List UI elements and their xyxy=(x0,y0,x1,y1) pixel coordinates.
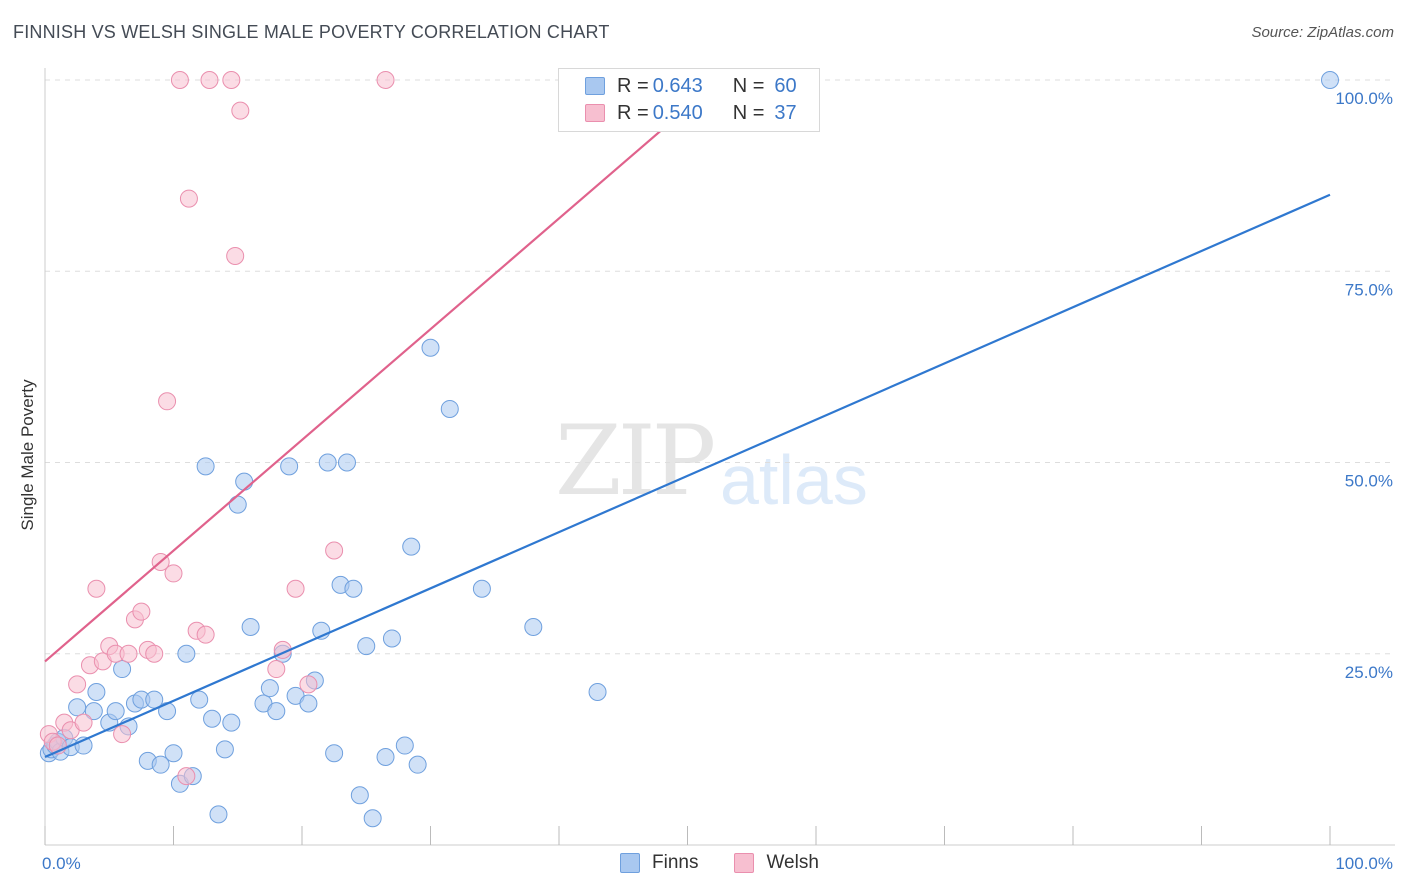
welsh-point xyxy=(158,392,177,411)
finns-point xyxy=(440,399,459,418)
finns-point xyxy=(196,457,215,476)
series-legend: Finns Welsh xyxy=(620,852,855,874)
welsh-point xyxy=(222,71,241,89)
x-tick-label-right: 100.0% xyxy=(1335,854,1393,873)
finns-point xyxy=(357,637,376,656)
finns-point xyxy=(376,748,395,767)
finns-point xyxy=(472,579,491,598)
welsh-point xyxy=(113,725,132,744)
finns-point xyxy=(363,809,382,828)
finns-point xyxy=(177,644,196,663)
welsh-point xyxy=(196,625,215,644)
finns-r-value: 0.643 xyxy=(652,74,703,97)
welsh-point xyxy=(179,189,198,208)
finns-point xyxy=(215,740,234,759)
chart-title: FINNISH VS WELSH SINGLE MALE POVERTY COR… xyxy=(13,22,610,42)
legend-item-finns: Finns xyxy=(620,852,698,874)
legend-row-welsh: R = 0.540 N = 37 xyxy=(585,100,797,126)
welsh-point xyxy=(325,541,344,560)
finns-point xyxy=(151,755,170,774)
finns-n-value: 60 xyxy=(774,74,797,97)
x-tick-label-left: 0.0% xyxy=(42,854,81,873)
welsh-point xyxy=(231,101,250,120)
finns-point xyxy=(588,683,607,701)
finns-point xyxy=(299,694,318,713)
finns-point xyxy=(318,453,337,472)
welsh-point xyxy=(299,675,318,694)
welsh-swatch xyxy=(585,104,605,122)
finns-point xyxy=(260,679,279,698)
finns-point xyxy=(344,579,363,598)
welsh-point xyxy=(177,767,196,786)
y-tick-label: 75.0% xyxy=(1345,280,1393,299)
finns-legend-label: Finns xyxy=(652,852,699,873)
welsh-trend-line xyxy=(44,79,721,663)
legend-row-finns: R = 0.643 N = 60 xyxy=(585,73,797,99)
r-label: R = xyxy=(617,74,649,97)
finns-point xyxy=(164,744,183,763)
finns-point xyxy=(395,736,414,755)
welsh-point xyxy=(74,713,93,732)
finns-point xyxy=(113,660,132,679)
finns-point xyxy=(84,702,103,721)
welsh-point xyxy=(226,246,245,265)
finns-point xyxy=(209,805,228,824)
welsh-point xyxy=(119,644,138,663)
finns-point xyxy=(241,617,260,636)
r-label: R = xyxy=(617,101,649,124)
finns-point xyxy=(222,713,241,732)
watermark-atlas: atlas xyxy=(720,441,868,519)
finns-point xyxy=(325,744,344,763)
welsh-legend-swatch xyxy=(734,853,755,873)
finns-point xyxy=(402,537,421,556)
n-label: N = xyxy=(732,101,765,124)
welsh-point xyxy=(68,675,87,694)
finns-swatch xyxy=(585,77,605,95)
finns-point xyxy=(382,629,401,648)
finns-point xyxy=(106,702,125,721)
y-tick-label: 25.0% xyxy=(1345,663,1393,682)
y-tick-label: 100.0% xyxy=(1335,89,1393,108)
finns-point xyxy=(1321,71,1339,89)
finns-point xyxy=(337,453,356,472)
finns-point xyxy=(350,786,369,805)
y-tick-label: 50.0% xyxy=(1345,472,1393,491)
welsh-point xyxy=(132,602,151,621)
finns-legend-swatch xyxy=(620,853,640,873)
finns-point xyxy=(68,698,87,717)
finns-point xyxy=(524,617,543,636)
legend-item-welsh: Welsh xyxy=(734,852,819,874)
stats-legend: R = 0.643 N = 60 R = 0.540 N = 37 xyxy=(558,68,820,132)
finns-point xyxy=(190,690,209,709)
welsh-point xyxy=(286,579,305,598)
welsh-point xyxy=(170,71,189,89)
finns-point xyxy=(203,709,222,728)
welsh-n-value: 37 xyxy=(774,101,797,124)
finns-point xyxy=(235,472,254,491)
source-label: Source: ZipAtlas.com xyxy=(1251,24,1394,41)
welsh-legend-label: Welsh xyxy=(766,852,819,873)
welsh-point xyxy=(200,71,219,89)
welsh-point xyxy=(164,564,183,583)
n-label: N = xyxy=(732,74,765,97)
welsh-point xyxy=(87,579,106,598)
welsh-point xyxy=(145,644,164,663)
finns-point xyxy=(267,702,286,721)
finns-trend-line xyxy=(44,193,1331,759)
finns-point xyxy=(421,338,440,357)
finns-point xyxy=(408,755,427,774)
welsh-point xyxy=(267,660,286,679)
finns-point xyxy=(87,683,106,701)
welsh-r-value: 0.540 xyxy=(652,101,703,124)
finns-point xyxy=(228,495,247,514)
welsh-point xyxy=(376,71,395,89)
finns-point xyxy=(280,457,299,476)
